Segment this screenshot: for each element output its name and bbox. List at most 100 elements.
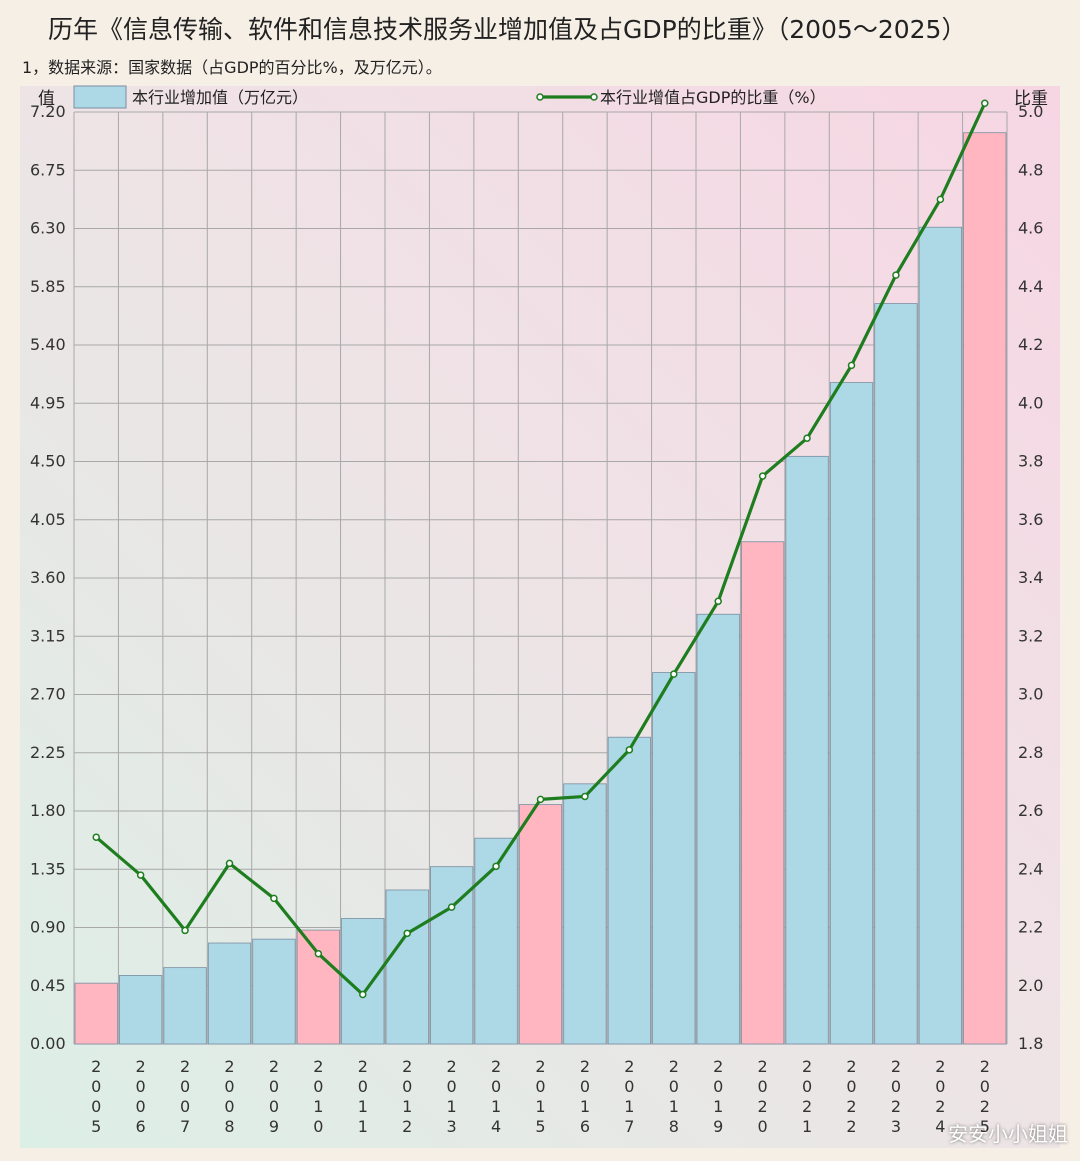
legend-line-marker-right	[590, 93, 598, 101]
y-right-tick-label: 5.0	[1018, 102, 1043, 121]
ratio-point-2024	[936, 195, 945, 204]
y-left-tick-label: 5.40	[30, 335, 66, 354]
legend: 本行业增加值（万亿元） 本行业增值占GDP的比重（%）	[73, 85, 826, 109]
y-right-axis-title: 比重	[1014, 89, 1048, 109]
ratio-point-2023	[892, 271, 900, 279]
ratio-point-2014	[492, 862, 500, 871]
bar-2020	[741, 541, 785, 1045]
bar-2005	[74, 982, 118, 1045]
ratio-point-2007	[181, 926, 189, 935]
y-right-tick-label: 3.4	[1018, 568, 1043, 587]
bar-2025	[963, 132, 1007, 1045]
ratio-point-2010	[314, 949, 323, 958]
bar-2014	[474, 837, 518, 1045]
ratio-point-2008	[225, 859, 234, 868]
y-left-tick-label: 0.00	[30, 1034, 66, 1053]
bar-2023	[874, 303, 918, 1045]
y-right-tick-label: 2.2	[1018, 918, 1043, 937]
chart-subtitle: 1，数据来源：国家数据（占GDP的百分比%，及万亿元）。	[22, 58, 442, 77]
axes: 0.000.450.901.351.802.252.703.153.604.05…	[30, 89, 1048, 1136]
y-left-tick-label: 6.75	[30, 160, 66, 179]
y-left-tick-label: 3.15	[30, 626, 66, 645]
ratio-point-2022	[847, 361, 856, 370]
legend-line-marker-left	[536, 93, 544, 101]
ratio-point-2025	[981, 99, 989, 108]
bar-2016	[563, 783, 607, 1045]
bar-2017	[607, 736, 651, 1045]
y-left-tick-label: 0.45	[30, 976, 66, 995]
y-right-tick-label: 3.2	[1018, 626, 1043, 645]
y-left-tick-label: 6.30	[30, 219, 66, 238]
y-left-tick-label: 4.50	[30, 452, 66, 471]
ratio-point-2016	[581, 792, 589, 801]
bar-2007	[163, 967, 207, 1045]
y-right-tick-label: 4.8	[1018, 160, 1043, 179]
y-right-tick-label: 4.2	[1018, 335, 1043, 354]
y-left-tick-label: 2.70	[30, 685, 66, 704]
bar-2015	[518, 804, 563, 1045]
ratio-point-2011	[359, 990, 367, 999]
y-left-tick-label: 2.25	[30, 743, 66, 762]
bar-2009	[252, 938, 296, 1045]
ratio-point-2009	[270, 894, 278, 903]
ratio-point-2006	[136, 871, 145, 879]
y-left-axis-title: 值	[38, 89, 55, 109]
bar-2010	[296, 929, 340, 1045]
bar-2012	[385, 889, 429, 1045]
y-right-tick-label: 2.0	[1018, 976, 1043, 995]
bar-2021	[785, 455, 829, 1045]
line-series	[92, 99, 989, 999]
bar-2019	[696, 613, 740, 1045]
y-left-tick-label: 1.80	[30, 801, 66, 820]
y-right-tick-label: 3.8	[1018, 452, 1043, 471]
ratio-point-2015	[536, 795, 545, 804]
ratio-point-2018	[670, 670, 678, 678]
y-left-tick-label: 7.20	[30, 102, 66, 121]
y-right-tick-label: 4.0	[1018, 393, 1043, 412]
chart-title: 历年《信息传输、软件和信息技术服务业增加值及占GDP的比重》（2005～2025…	[48, 15, 967, 44]
y-right-tick-label: 2.6	[1018, 801, 1043, 820]
y-right-tick-label: 3.6	[1018, 510, 1043, 529]
bar-2024	[918, 226, 962, 1045]
legend-bar-label: 本行业增加值（万亿元）	[132, 88, 308, 107]
y-right-tick-label: 3.0	[1018, 685, 1043, 704]
y-right-tick-label: 1.8	[1018, 1034, 1043, 1053]
ratio-point-2012	[403, 929, 411, 938]
y-right-tick-label: 4.6	[1018, 219, 1043, 238]
author-watermark: 安安小小姐姐	[948, 1122, 1068, 1146]
ratio-point-2017	[625, 746, 634, 754]
legend-bar-swatch	[73, 85, 127, 109]
y-left-tick-label: 4.95	[30, 393, 66, 412]
ratio-point-2013	[447, 903, 456, 911]
legend-line-label: 本行业增值占GDP的比重（%）	[600, 88, 826, 107]
y-right-tick-label: 4.4	[1018, 277, 1043, 296]
y-left-tick-label: 3.60	[30, 568, 66, 587]
y-right-tick-label: 2.8	[1018, 743, 1043, 762]
y-left-tick-label: 0.90	[30, 918, 66, 937]
ratio-point-2005	[92, 833, 100, 841]
ratio-point-2020	[758, 472, 767, 480]
y-left-tick-label: 5.85	[30, 277, 66, 296]
y-right-tick-label: 2.4	[1018, 859, 1043, 878]
ratio-point-2019	[714, 597, 722, 606]
